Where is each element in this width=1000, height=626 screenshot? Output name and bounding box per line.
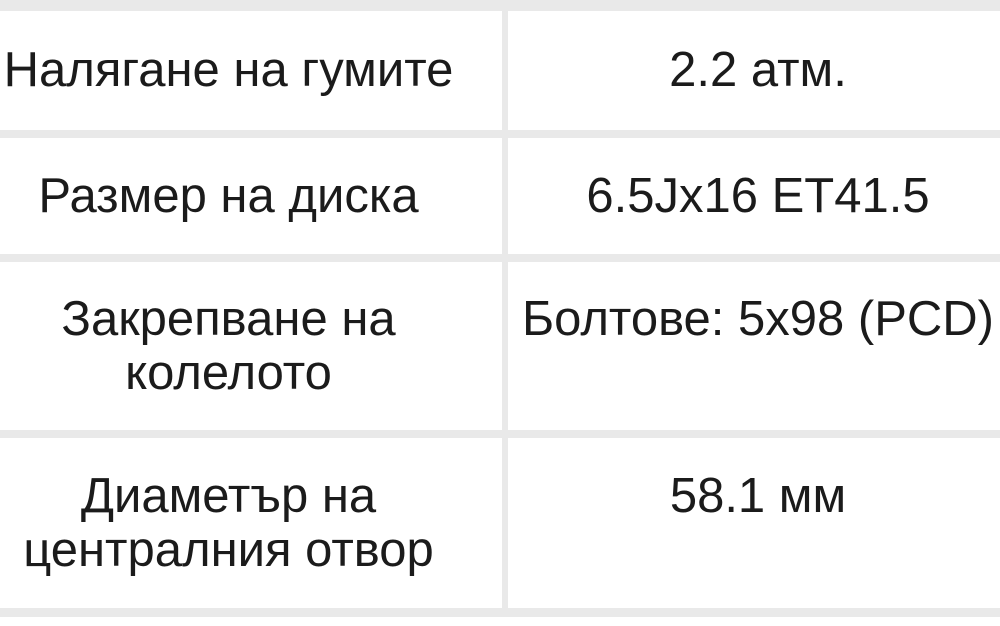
- spec-value: Болтове: 5x98 (PCD): [522, 292, 994, 346]
- column-divider: [502, 438, 508, 608]
- row-divider: [0, 430, 1000, 438]
- table-row: Диаметър на централния отвор 58.1 мм: [0, 438, 1000, 608]
- column-divider: [502, 138, 508, 254]
- spec-label: Диаметър на централния отвор: [23, 469, 434, 577]
- row-divider: [0, 130, 1000, 138]
- table-row: Размер на диска 6.5Jx16 ET41.5: [0, 138, 1000, 254]
- column-divider: [502, 262, 508, 430]
- table-row: Закрепване на колелото Болтове: 5x98 (PC…: [0, 262, 1000, 430]
- spec-label: Закрепване на колелото: [61, 292, 396, 400]
- spec-label: Налягане на гумите: [3, 43, 454, 97]
- spec-value: 58.1 мм: [669, 469, 847, 523]
- column-divider: [502, 11, 508, 130]
- spec-value: 2.2 атм.: [669, 43, 847, 97]
- table-top-border: [0, 0, 1000, 11]
- row-divider: [0, 254, 1000, 262]
- spec-label: Размер на диска: [38, 169, 419, 223]
- table-row: Налягане на гумите 2.2 атм.: [0, 11, 1000, 130]
- spec-value: 6.5Jx16 ET41.5: [586, 169, 930, 223]
- table-bottom-border: [0, 608, 1000, 617]
